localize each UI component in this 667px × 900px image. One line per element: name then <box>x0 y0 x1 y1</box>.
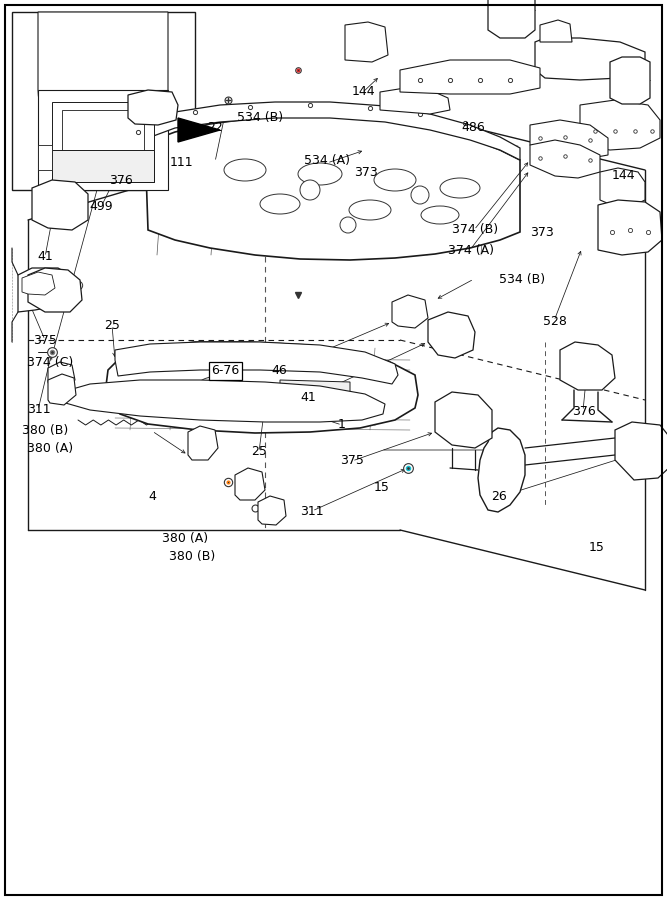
Polygon shape <box>392 295 428 328</box>
Text: 486: 486 <box>462 122 486 134</box>
Ellipse shape <box>349 200 391 220</box>
Text: 144: 144 <box>612 169 636 182</box>
Circle shape <box>300 180 320 200</box>
Ellipse shape <box>298 163 342 185</box>
Polygon shape <box>38 145 52 170</box>
Text: 4: 4 <box>148 491 156 503</box>
Text: 534 (B): 534 (B) <box>498 273 545 285</box>
Ellipse shape <box>196 376 244 400</box>
Ellipse shape <box>440 178 480 198</box>
Polygon shape <box>28 268 82 312</box>
Text: 380 (B): 380 (B) <box>169 550 215 562</box>
Polygon shape <box>52 150 154 182</box>
Polygon shape <box>280 380 350 412</box>
Text: 6-76: 6-76 <box>211 364 239 377</box>
Polygon shape <box>530 120 608 160</box>
Text: 373: 373 <box>354 166 378 179</box>
Text: 380 (A): 380 (A) <box>27 442 73 454</box>
Text: 534 (B): 534 (B) <box>237 111 283 123</box>
Polygon shape <box>428 312 475 358</box>
Text: 375: 375 <box>33 334 57 346</box>
Text: 373: 373 <box>530 226 554 239</box>
Ellipse shape <box>374 169 416 191</box>
Text: 374 (C): 374 (C) <box>27 356 73 369</box>
Text: 25: 25 <box>251 446 267 458</box>
Ellipse shape <box>260 194 300 214</box>
Polygon shape <box>540 20 572 42</box>
Polygon shape <box>400 60 540 94</box>
Polygon shape <box>52 102 154 182</box>
Text: 26: 26 <box>491 491 507 503</box>
Polygon shape <box>530 140 600 178</box>
Text: 499: 499 <box>89 201 113 213</box>
Polygon shape <box>345 22 388 62</box>
Polygon shape <box>148 102 520 160</box>
Text: 376: 376 <box>572 405 596 418</box>
Polygon shape <box>12 12 195 190</box>
Polygon shape <box>580 100 660 150</box>
Polygon shape <box>128 90 178 125</box>
Polygon shape <box>38 12 168 145</box>
Polygon shape <box>178 118 220 142</box>
Polygon shape <box>62 380 385 422</box>
Polygon shape <box>600 168 645 206</box>
Text: 375: 375 <box>340 454 364 467</box>
Polygon shape <box>488 0 535 38</box>
Polygon shape <box>435 392 492 448</box>
Polygon shape <box>380 88 450 114</box>
Polygon shape <box>598 200 662 255</box>
Text: 528: 528 <box>543 315 567 328</box>
Text: 46: 46 <box>271 364 287 377</box>
Text: 22: 22 <box>207 122 223 134</box>
Text: 111: 111 <box>169 156 193 168</box>
Text: 15: 15 <box>374 482 390 494</box>
Text: 144: 144 <box>352 86 376 98</box>
Text: 534 (A): 534 (A) <box>304 154 350 166</box>
Text: 374 (A): 374 (A) <box>448 244 494 256</box>
Ellipse shape <box>224 159 266 181</box>
Text: 41: 41 <box>37 250 53 263</box>
Polygon shape <box>258 496 286 525</box>
Polygon shape <box>48 374 76 405</box>
Polygon shape <box>32 180 88 230</box>
Polygon shape <box>615 422 667 480</box>
Polygon shape <box>610 57 650 104</box>
Text: 374 (B): 374 (B) <box>452 223 498 236</box>
Text: 311: 311 <box>300 505 324 518</box>
Text: 380 (A): 380 (A) <box>162 532 209 544</box>
Polygon shape <box>62 110 144 175</box>
Text: 376: 376 <box>109 174 133 186</box>
Polygon shape <box>560 342 615 390</box>
Text: 311: 311 <box>27 403 51 416</box>
Polygon shape <box>48 362 75 389</box>
Polygon shape <box>235 468 265 500</box>
Text: 380 (B): 380 (B) <box>22 424 69 436</box>
Polygon shape <box>22 272 55 295</box>
Text: 1: 1 <box>338 418 346 431</box>
Circle shape <box>411 186 429 204</box>
Text: 15: 15 <box>589 541 605 554</box>
Polygon shape <box>106 342 418 433</box>
Polygon shape <box>188 426 218 460</box>
Ellipse shape <box>421 206 459 224</box>
Polygon shape <box>115 342 398 384</box>
Polygon shape <box>478 428 525 512</box>
Polygon shape <box>145 115 520 260</box>
Polygon shape <box>18 268 72 312</box>
Circle shape <box>340 217 356 233</box>
Text: 41: 41 <box>300 392 316 404</box>
Text: 25: 25 <box>104 320 120 332</box>
Polygon shape <box>38 90 168 190</box>
Polygon shape <box>535 38 645 80</box>
